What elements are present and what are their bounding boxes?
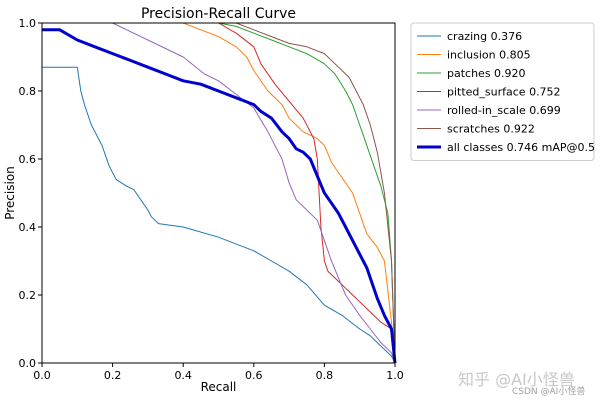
series-line-4 [42,22,396,364]
y-tick-label: 0.4 [19,221,37,234]
watermark-csdn: CSDN @AI小怪兽 [512,387,586,397]
y-axis-label: Precision [3,166,17,220]
y-tick-label: 0.8 [19,85,37,98]
legend-label-3: pitted_surface 0.752 [447,86,561,99]
y-tick-label: 0.6 [19,153,37,166]
x-axis-label: Recall [201,380,237,394]
series-line-2 [42,22,396,364]
x-tick-label: 0.8 [316,369,334,382]
y-tick-label: 0.0 [19,357,37,370]
legend-label-5: scratches 0.922 [447,123,535,136]
series-line-6 [42,28,397,364]
legend-box [410,22,595,161]
legend: crazing 0.376 inclusion 0.805 patches 0.92… [410,22,595,161]
series-line-5 [42,22,396,364]
ticks-layer: 0.0 0.2 0.4 0.6 0.8 1.0 0.0 0.2 0.4 0.6 0.8 1.0 [19,17,404,382]
x-tick-label: 0.2 [104,369,122,382]
y-tick-label: 0.2 [19,289,37,302]
x-tick-label: 0.0 [33,369,51,382]
legend-label-6: all classes 0.746 mAP@0.5 [447,141,595,154]
series-line-0 [42,66,396,364]
x-tick-label: 1.0 [386,369,404,382]
legend-label-2: patches 0.920 [447,67,526,80]
series-layer [42,22,397,364]
chart-title: Precision-Recall Curve [141,6,296,22]
watermark-zhihu: 知乎 @AI小怪兽 [458,370,575,389]
series-line-1 [42,22,396,364]
plot-frame [41,22,396,364]
x-tick-label: 0.4 [174,369,192,382]
series-line-3 [42,22,396,364]
y-tick-label: 1.0 [19,17,37,30]
x-tick-label: 0.6 [245,369,263,382]
legend-label-1: inclusion 0.805 [447,49,531,62]
legend-label-0: crazing 0.376 [447,30,522,43]
legend-label-4: rolled-in_scale 0.699 [447,104,561,117]
